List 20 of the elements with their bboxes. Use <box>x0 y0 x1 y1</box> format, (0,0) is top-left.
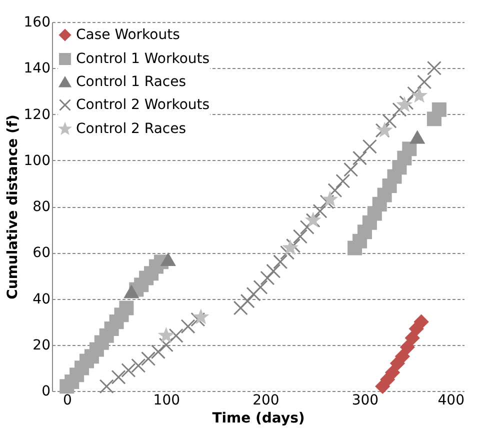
x-tick-label: 0 <box>62 392 72 408</box>
y-tick-label: 60 <box>32 245 50 262</box>
y-tick-label: 160 <box>24 14 50 30</box>
legend-label: Case Workouts <box>76 27 180 43</box>
y-tick-label: 20 <box>32 337 50 354</box>
x-axis-title: Time (days) <box>212 410 305 426</box>
y-tick-label: 140 <box>24 60 50 77</box>
y-axis-title: Cumulative distance (f) <box>4 114 21 300</box>
x-tick-label: 400 <box>438 392 464 408</box>
x-tick-label: 300 <box>352 392 379 408</box>
legend-label: Control 2 Races <box>76 121 186 137</box>
x-tick-label: 100 <box>153 392 180 408</box>
y-tick-label: 120 <box>24 106 50 123</box>
x-tick-label: 200 <box>252 392 280 408</box>
y-tick-label: 40 <box>32 291 50 308</box>
legend-label: Control 1 Races <box>76 74 186 90</box>
legend-label: Control 1 Workouts <box>76 51 210 67</box>
legend-label: Control 2 Workouts <box>76 97 210 113</box>
y-tick-label: 80 <box>32 199 50 215</box>
y-tick-label: 100 <box>24 152 50 169</box>
